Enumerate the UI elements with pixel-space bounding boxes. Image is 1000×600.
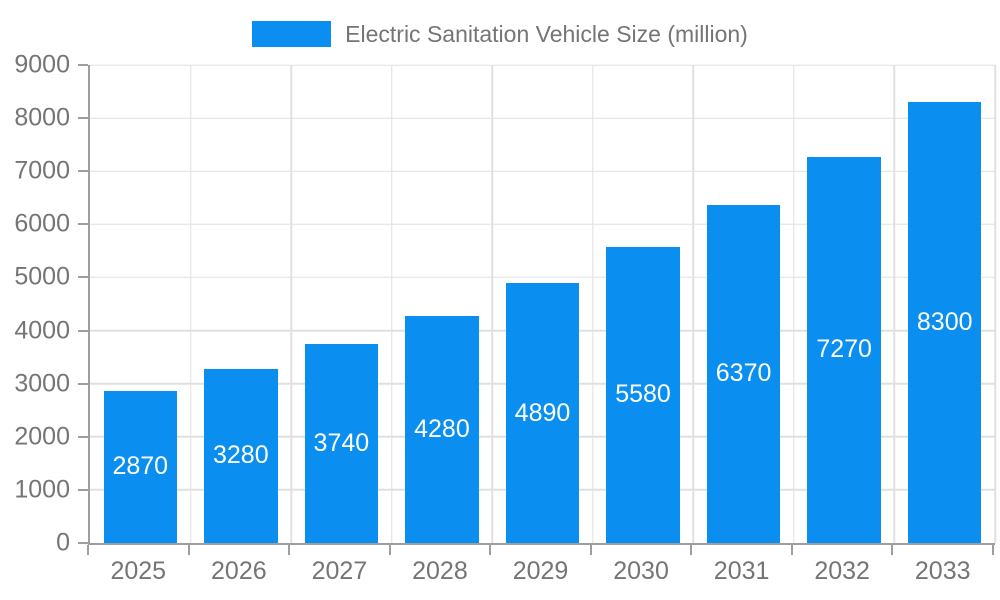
y-axis-label: 4000	[14, 316, 70, 345]
bar-2031: 6370	[706, 204, 781, 543]
gridline-horizontal	[90, 223, 995, 226]
y-axis-ticks	[78, 64, 88, 544]
x-axis-tick	[388, 545, 391, 555]
x-axis-tick	[589, 545, 592, 555]
y-axis-tick	[78, 276, 88, 279]
bar-value-label: 6370	[715, 359, 772, 388]
x-axis-label: 2025	[110, 557, 167, 585]
legend-swatch	[252, 21, 332, 47]
y-axis-tick	[78, 542, 88, 544]
gridline-vertical	[592, 65, 594, 543]
y-axis-tick	[78, 329, 88, 332]
x-axis-tick	[87, 545, 89, 555]
y-axis-label: 5000	[14, 262, 70, 291]
x-axis-label: 2030	[613, 557, 669, 585]
bar-value-label: 7270	[816, 335, 872, 364]
x-axis-label: 2027	[311, 557, 368, 585]
bar-value-label: 4890	[514, 398, 571, 427]
x-axis-label: 2033	[914, 557, 971, 585]
y-axis-labels: 0 1000 2000 3000 4000 5000 6000 7000 8000 9000	[0, 51, 70, 557]
x-axis-tick	[891, 545, 894, 555]
x-axis-label: 2031	[713, 557, 770, 585]
bar-2033: 8300	[908, 102, 982, 543]
x-axis-tick	[489, 545, 492, 555]
gridline-vertical	[491, 65, 493, 543]
gridline-horizontal	[90, 117, 995, 119]
x-axis-label: 2029	[512, 557, 569, 585]
bar-2027: 3740	[304, 344, 379, 543]
y-axis-tick	[78, 117, 88, 120]
gridline-horizontal	[90, 64, 995, 66]
x-axis-tick	[992, 545, 994, 555]
bar-value-label: 5580	[615, 380, 671, 409]
gridline-horizontal	[90, 276, 995, 279]
gridline-vertical	[390, 65, 393, 543]
y-axis-label: 9000	[14, 50, 70, 79]
bar-2028: 4280	[405, 315, 479, 543]
bar-2032: 7270	[807, 156, 881, 543]
y-axis-tick	[78, 382, 88, 385]
x-axis-tick	[790, 545, 793, 555]
y-axis-label: 7000	[14, 156, 70, 185]
y-axis-label: 8000	[14, 103, 70, 132]
bar-value-label: 2870	[112, 452, 169, 481]
y-axis-label: 1000	[14, 475, 70, 504]
y-axis-tick	[78, 435, 88, 438]
x-axis-tick	[187, 545, 190, 555]
y-axis-label: 2000	[14, 422, 70, 451]
gridline-vertical	[692, 65, 695, 543]
x-axis-label: 2026	[211, 557, 267, 585]
bar-2029: 4890	[505, 283, 580, 543]
x-axis-tick	[288, 545, 291, 555]
y-axis-tick	[78, 64, 88, 66]
bar-value-label: 4280	[414, 414, 470, 443]
plot-area: 2870 3280 3740 4280 4890 5580 6370 7270 8300	[88, 64, 996, 545]
gridline-vertical	[189, 65, 192, 543]
y-axis-label: 0	[56, 528, 70, 557]
bar-value-label: 8300	[916, 308, 973, 337]
y-axis-tick	[78, 488, 88, 491]
bar-value-label: 3280	[213, 441, 269, 470]
x-axis-label: 2028	[412, 557, 468, 585]
gridline-vertical	[893, 65, 896, 543]
gridline-vertical	[793, 65, 795, 543]
bar-2025: 2870	[103, 390, 177, 543]
gridline-vertical	[290, 65, 292, 543]
bar-2026: 3280	[204, 368, 278, 543]
bar-value-label: 3740	[313, 429, 370, 458]
y-axis-label: 3000	[14, 369, 70, 398]
x-axis-label: 2032	[814, 557, 870, 585]
gridline-horizontal	[90, 170, 995, 172]
gridline-vertical	[994, 65, 996, 543]
y-axis-tick	[78, 223, 88, 226]
legend[interactable]: Electric Sanitation Vehicle Size (millio…	[0, 21, 1000, 47]
bar-2030: 5580	[606, 246, 680, 543]
x-axis-ticks	[87, 545, 994, 555]
x-axis-labels: 2025 2026 2027 2028 2029 2030 2031 2032 2033	[88, 557, 993, 587]
y-axis-label: 6000	[14, 209, 70, 238]
x-axis-tick	[690, 545, 693, 555]
legend-label: Electric Sanitation Vehicle Size (millio…	[345, 20, 748, 47]
y-axis-tick	[78, 170, 88, 173]
